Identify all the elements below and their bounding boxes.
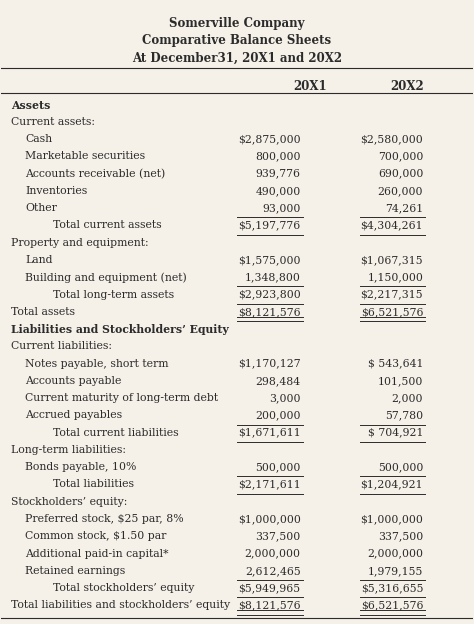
Text: Current liabilities:: Current liabilities:	[11, 341, 112, 351]
Text: Accounts payable: Accounts payable	[25, 376, 121, 386]
Text: $5,949,965: $5,949,965	[238, 583, 301, 593]
Text: Total liabilities and stockholders’ equity: Total liabilities and stockholders’ equi…	[11, 600, 230, 610]
Text: Total current liabilities: Total current liabilities	[39, 427, 179, 437]
Text: $8,121,576: $8,121,576	[238, 307, 301, 317]
Text: $1,067,315: $1,067,315	[361, 255, 423, 265]
Text: $6,521,576: $6,521,576	[361, 600, 423, 610]
Text: $1,204,921: $1,204,921	[361, 479, 423, 489]
Text: Building and equipment (net): Building and equipment (net)	[25, 272, 187, 283]
Text: 1,150,000: 1,150,000	[367, 272, 423, 282]
Text: 2,000,000: 2,000,000	[245, 548, 301, 558]
Text: 1,348,800: 1,348,800	[245, 272, 301, 282]
Text: Stockholders’ equity:: Stockholders’ equity:	[11, 497, 127, 507]
Text: $8,121,576: $8,121,576	[238, 600, 301, 610]
Text: 500,000: 500,000	[255, 462, 301, 472]
Text: 500,000: 500,000	[378, 462, 423, 472]
Text: Comparative Balance Sheets: Comparative Balance Sheets	[143, 34, 331, 47]
Text: Additional paid-in capital*: Additional paid-in capital*	[25, 548, 168, 558]
Text: Total long-term assets: Total long-term assets	[39, 290, 174, 300]
Text: 337,500: 337,500	[255, 531, 301, 541]
Text: $1,671,611: $1,671,611	[238, 427, 301, 437]
Text: 93,000: 93,000	[262, 203, 301, 213]
Text: 2,000: 2,000	[392, 393, 423, 403]
Text: 700,000: 700,000	[378, 152, 423, 162]
Text: Notes payable, short term: Notes payable, short term	[25, 359, 168, 369]
Text: $ 543,641: $ 543,641	[368, 359, 423, 369]
Text: 490,000: 490,000	[255, 186, 301, 196]
Text: Liabilities and Stockholders’ Equity: Liabilities and Stockholders’ Equity	[11, 324, 228, 335]
Text: $ 704,921: $ 704,921	[368, 427, 423, 437]
Text: $2,923,800: $2,923,800	[238, 290, 301, 300]
Text: Long-term liabilities:: Long-term liabilities:	[11, 445, 126, 455]
Text: 57,780: 57,780	[385, 411, 423, 421]
Text: 74,261: 74,261	[385, 203, 423, 213]
Text: 2,612,465: 2,612,465	[245, 566, 301, 576]
Text: Other: Other	[25, 203, 57, 213]
Text: Accounts receivable (net): Accounts receivable (net)	[25, 168, 165, 179]
Text: Bonds payable, 10%: Bonds payable, 10%	[25, 462, 137, 472]
Text: $1,170,127: $1,170,127	[238, 359, 301, 369]
Text: Current maturity of long-term debt: Current maturity of long-term debt	[25, 393, 218, 403]
Text: $6,521,576: $6,521,576	[361, 307, 423, 317]
Text: 939,776: 939,776	[255, 168, 301, 178]
Text: 260,000: 260,000	[378, 186, 423, 196]
Text: 101,500: 101,500	[378, 376, 423, 386]
Text: $1,000,000: $1,000,000	[360, 514, 423, 524]
Text: Current assets:: Current assets:	[11, 117, 95, 127]
Text: Marketable securities: Marketable securities	[25, 152, 145, 162]
Text: Assets: Assets	[11, 100, 50, 110]
Text: Cash: Cash	[25, 134, 52, 144]
Text: Property and equipment:: Property and equipment:	[11, 238, 148, 248]
Text: Accrued payables: Accrued payables	[25, 411, 122, 421]
Text: Common stock, $1.50 par: Common stock, $1.50 par	[25, 531, 166, 541]
Text: Somerville Company: Somerville Company	[169, 17, 305, 30]
Text: At December31, 20X1 and 20X2: At December31, 20X1 and 20X2	[132, 52, 342, 65]
Text: $2,171,611: $2,171,611	[238, 479, 301, 489]
Text: 3,000: 3,000	[269, 393, 301, 403]
Text: Retained earnings: Retained earnings	[25, 566, 125, 576]
Text: $2,875,000: $2,875,000	[238, 134, 301, 144]
Text: 20X1: 20X1	[293, 80, 327, 92]
Text: 690,000: 690,000	[378, 168, 423, 178]
Text: 2,000,000: 2,000,000	[367, 548, 423, 558]
Text: Preferred stock, $25 par, 8%: Preferred stock, $25 par, 8%	[25, 514, 183, 524]
Text: $2,217,315: $2,217,315	[361, 290, 423, 300]
Text: 800,000: 800,000	[255, 152, 301, 162]
Text: $2,580,000: $2,580,000	[360, 134, 423, 144]
Text: Land: Land	[25, 255, 53, 265]
Text: Inventories: Inventories	[25, 186, 87, 196]
Text: $4,304,261: $4,304,261	[361, 220, 423, 230]
Text: Total liabilities: Total liabilities	[39, 479, 134, 489]
Text: 200,000: 200,000	[255, 411, 301, 421]
Text: 337,500: 337,500	[378, 531, 423, 541]
Text: $1,575,000: $1,575,000	[238, 255, 301, 265]
Text: 1,979,155: 1,979,155	[368, 566, 423, 576]
Text: $5,316,655: $5,316,655	[361, 583, 423, 593]
Text: Total assets: Total assets	[11, 307, 75, 317]
Text: Total current assets: Total current assets	[39, 220, 162, 230]
Text: $5,197,776: $5,197,776	[238, 220, 301, 230]
Text: $1,000,000: $1,000,000	[238, 514, 301, 524]
Text: 20X2: 20X2	[390, 80, 423, 92]
Text: Total stockholders’ equity: Total stockholders’ equity	[39, 583, 194, 593]
Text: 298,484: 298,484	[255, 376, 301, 386]
